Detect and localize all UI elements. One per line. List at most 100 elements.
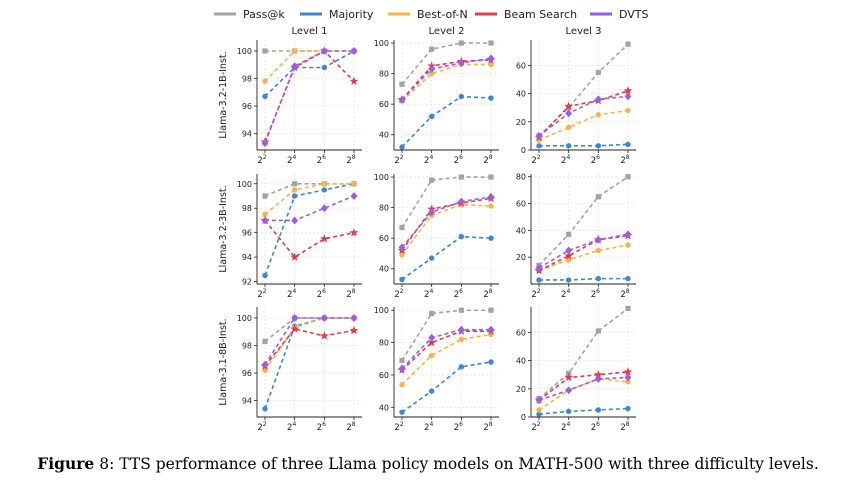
point-beam-search-marker [290,324,300,333]
point-majority-marker [536,143,542,149]
point-dvts-marker [624,92,632,101]
point-dvts-marker [594,374,602,383]
point-dvts-marker [398,95,406,104]
y-tick-label: 80 [379,70,389,79]
y-tick-label: 60 [379,371,389,380]
series-beam-search [260,324,359,370]
point-beam-search-marker [349,228,359,237]
point-best-of-n-marker [536,407,542,413]
series-line-dvts [401,196,492,248]
point-pass-k-marker [262,193,268,199]
point-pass-k-marker [429,46,435,52]
point-dvts-marker [457,58,465,67]
point-dvts-marker [428,333,436,342]
series-line-dvts [401,57,492,101]
series-line-best-of-n [538,244,629,272]
series-beam-search [534,367,633,404]
y-tick-label: 20 [516,118,526,127]
x-tick-label: 28 [483,288,492,300]
point-dvts-marker [350,192,358,200]
x-tick-label: 22 [394,421,403,433]
y-tick-label: 100 [374,173,389,182]
x-tick-label: 22 [531,288,540,300]
point-majority-marker [565,408,572,415]
series-line-beam-search [538,371,629,401]
point-majority-marker [399,144,405,150]
x-tick-label: 26 [591,288,600,300]
series-line-dvts [538,95,629,137]
series-dvts [261,47,358,148]
series-dvts [261,192,358,225]
series-beam-search [260,46,359,146]
point-beam-search-marker [564,372,574,382]
series-majority [536,405,631,417]
point-dvts-marker [535,396,543,405]
point-best-of-n-marker [625,242,631,248]
series-line-majority [539,277,628,281]
point-majority-marker [428,255,435,261]
point-beam-search-marker [623,86,633,95]
x-tick-label: 28 [346,421,355,433]
y-tick-label: 94 [242,130,252,139]
point-majority-marker [428,388,435,394]
panel-2-1: 92 94 96 98 100 22 24 26 28 Llama-3.2-3B-Inst. [218,174,362,300]
figure-grid: Pass@k Majority Best-of-N Beam Search DVTS 94… [214,8,649,433]
point-dvts-marker [350,314,358,322]
y-tick-label: 80 [516,173,526,182]
series-majority [399,233,494,283]
legend-label: Majority [329,8,374,21]
series-pass-k [536,305,631,402]
x-tick-label: 24 [424,154,433,166]
series-majority [262,48,357,100]
series-pass-k [399,174,494,231]
point-beam-search-marker [564,101,574,110]
panel-3-1: 94 96 98 100 22 24 26 28 Llama-3.1-8B-Inst. [218,307,362,433]
series-line-dvts [265,195,355,222]
point-majority-marker [536,277,542,283]
point-dvts-marker [428,65,436,74]
point-majority-marker [428,113,435,120]
row-label: Llama-3.2-3B-Inst. [218,185,229,272]
point-majority-marker [399,409,405,415]
series-line-pass-k [401,176,491,228]
point-beam-search-marker [427,337,437,347]
point-dvts-marker [428,208,436,217]
point-best-of-n-marker [458,336,465,343]
point-beam-search-marker [290,252,300,261]
row-label: Llama-3.1-8B-Inst. [218,318,229,405]
series-pass-k [262,315,357,344]
caption-text: : TTS performance of three Llama policy … [109,455,819,473]
point-beam-search-marker [319,234,329,243]
y-tick-label: 94 [242,397,252,406]
point-beam-search-marker [593,370,603,379]
point-majority-marker [291,193,298,199]
point-pass-k-marker [488,307,494,313]
x-tick-label: 22 [257,288,266,300]
series-line-beam-search [264,50,355,143]
y-tick-label: 40 [516,90,526,99]
point-majority-marker [262,272,268,279]
point-majority-marker [595,275,602,282]
series-majority [536,141,631,149]
y-tick-label: 40 [516,226,526,235]
y-tick-label: 20 [516,253,526,262]
point-dvts-marker [320,204,328,213]
legend-label: Best-of-N [417,8,468,21]
series-pass-k [399,307,494,363]
point-beam-search-marker [564,251,574,260]
x-tick-label: 24 [287,288,296,300]
point-pass-k-marker [595,69,601,76]
panel-3-3: 0 20 40 60 22 24 26 28 [516,305,636,433]
series-best-of-n [262,315,357,373]
x-tick-label: 28 [620,421,629,433]
point-majority-marker [458,93,465,100]
y-tick-label: 100 [374,306,389,315]
series-line-pass-k [401,42,491,85]
x-tick-label: 28 [620,154,629,166]
y-tick-label: 0 [521,413,526,422]
point-dvts-marker [261,139,269,148]
point-best-of-n-marker [565,124,572,131]
row-label: Llama-3.2-1B-Inst. [218,51,229,138]
series-line-majority [264,182,355,276]
panel-3-2: 40 60 80 100 22 24 26 28 [374,306,499,433]
